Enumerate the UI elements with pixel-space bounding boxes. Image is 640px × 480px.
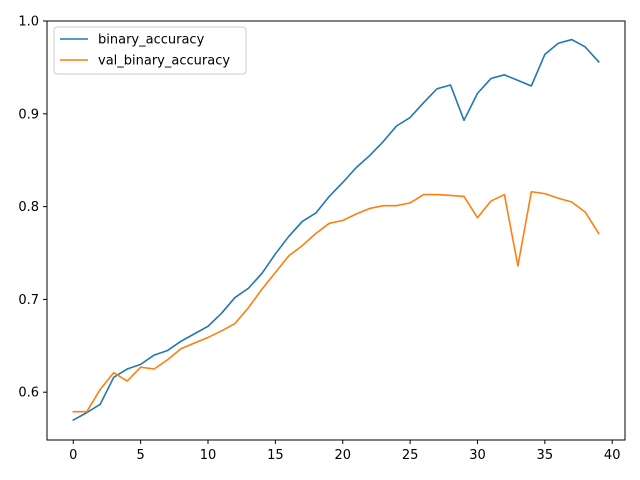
series-lines <box>72 38 600 422</box>
x-tick-label: 30 <box>469 448 486 463</box>
plot-area <box>47 21 625 440</box>
x-tick-label: 35 <box>537 448 554 463</box>
axes: 0 5 10 15 20 25 30 35 40 0.6 0.7 0.8 0.9 1.0 <box>18 15 626 463</box>
legend-box <box>53 26 247 75</box>
x-tick-label: 0 <box>69 448 77 463</box>
y-tick-label: 0.9 <box>18 107 39 122</box>
y-tick-label: 1.0 <box>18 15 39 30</box>
x-tick-label: 20 <box>334 448 351 463</box>
x-tick-label: 5 <box>136 448 144 463</box>
x-tick-label: 15 <box>267 448 284 463</box>
legend: binary_accuracy val_binary_accuracy <box>53 26 247 75</box>
legend-label: binary_accuracy <box>98 33 205 48</box>
legend-label: val_binary_accuracy <box>98 54 230 69</box>
series-line-binary-accuracy <box>72 38 600 422</box>
x-tick-label: 10 <box>200 448 217 463</box>
plot-frame <box>46 20 626 441</box>
y-tick-label: 0.6 <box>18 386 39 401</box>
y-tick-label: 0.7 <box>18 293 39 308</box>
series-line-val-binary-accuracy <box>72 190 600 413</box>
x-tick-label: 25 <box>402 448 419 463</box>
y-tick-label: 0.8 <box>18 200 39 215</box>
x-tick-label: 40 <box>604 448 621 463</box>
